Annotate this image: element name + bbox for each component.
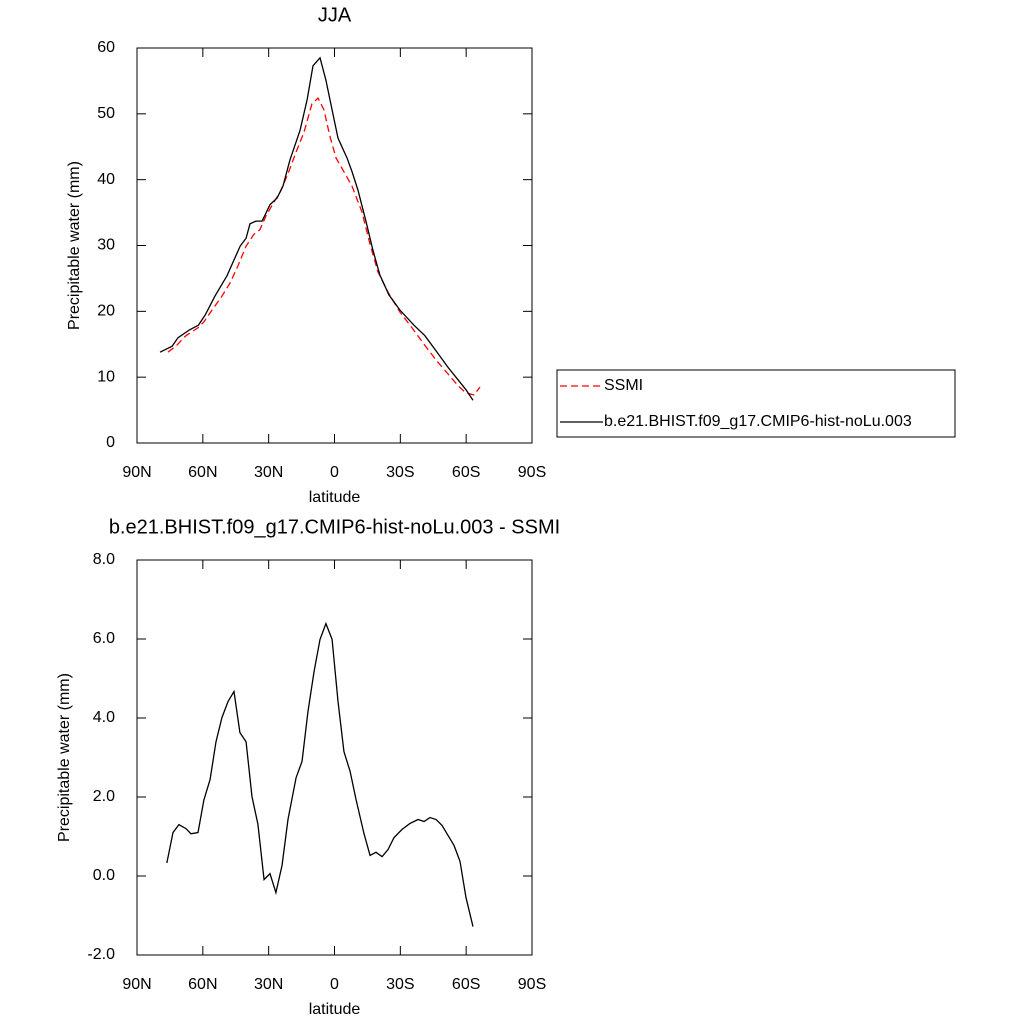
x-tick-label: 0 — [330, 464, 339, 481]
chart-title: b.e21.BHIST.f09_g17.CMIP6-hist-noLu.003 … — [109, 516, 560, 538]
x-tick-label: 30S — [386, 464, 414, 481]
x-axis-label: latitude — [309, 1001, 361, 1018]
data-line — [167, 96, 481, 396]
y-axis-label: Precipitable water (mm) — [56, 673, 73, 842]
x-tick-label: 60S — [452, 976, 480, 993]
y-tick-label: 8.0 — [93, 551, 115, 568]
data-line — [166, 621, 474, 927]
plot-frame — [136, 559, 533, 956]
x-tick-label: 0 — [330, 976, 339, 993]
y-tick-label: 40 — [97, 171, 115, 188]
x-tick-label: 90S — [518, 976, 546, 993]
x-tick-label: 90N — [122, 976, 151, 993]
x-tick-label: 30N — [254, 464, 283, 481]
x-tick-label: 30S — [386, 976, 414, 993]
x-tick-label: 60N — [188, 464, 217, 481]
y-tick-label: 20 — [97, 303, 115, 320]
legend-box — [556, 369, 956, 438]
y-tick-label: 6.0 — [93, 630, 115, 647]
y-tick-label: 60 — [97, 39, 115, 56]
y-tick-label: 2.0 — [93, 788, 115, 805]
y-tick-label: -2.0 — [87, 946, 115, 963]
x-tick-label: 60S — [452, 464, 480, 481]
x-tick-label: 30N — [254, 976, 283, 993]
y-tick-label: 50 — [97, 105, 115, 122]
y-tick-label: 4.0 — [93, 709, 115, 726]
y-tick-label: 10 — [97, 368, 115, 385]
y-tick-label: 0.0 — [93, 867, 115, 884]
data-line — [159, 56, 474, 401]
legend-label: b.e21.BHIST.f09_g17.CMIP6-hist-noLu.003 — [604, 413, 912, 430]
y-tick-label: 0 — [106, 434, 115, 451]
y-axis-label: Precipitable water (mm) — [66, 161, 83, 330]
x-tick-label: 60N — [188, 976, 217, 993]
x-tick-label: 90N — [122, 464, 151, 481]
legend-label: SSMI — [604, 377, 643, 394]
plot-frame — [136, 47, 533, 444]
x-tick-label: 90S — [518, 464, 546, 481]
x-axis-label: latitude — [309, 489, 361, 506]
chart-title: JJA — [318, 4, 352, 26]
y-tick-label: 30 — [97, 237, 115, 254]
